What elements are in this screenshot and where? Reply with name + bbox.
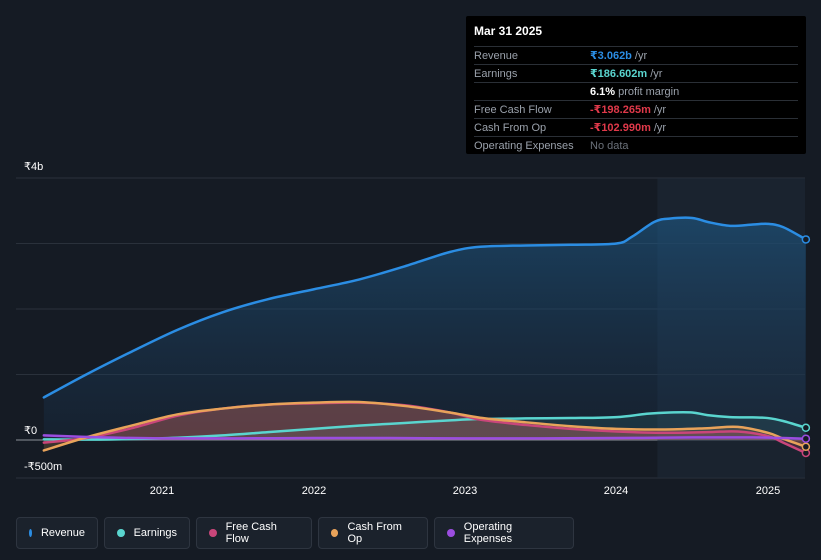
earnings-line [42,410,808,441]
tooltip-label: Operating Expenses [474,139,574,152]
operating-expenses-line [42,434,808,440]
tooltip-row-revenue: Revenue ₹3.062b /yr [474,46,798,64]
tooltip-value: ₹186.602m [590,68,648,80]
earnings-end-point [801,423,811,433]
tooltip-row-operating-expenses: Operating Expenses No data [474,136,798,154]
x-tick-label-2024: 2024 [603,485,629,497]
legend-label: Free Cash Flow [225,521,277,545]
legend-label: Earnings [133,527,177,539]
tooltip-label: Earnings [474,67,518,80]
revenue-line [42,216,808,399]
legend-item-revenue[interactable]: Revenue [16,517,98,549]
legend-dot-icon [29,529,32,537]
revenue-end-point [801,235,811,244]
tooltip-value: ₹3.062b [590,50,632,62]
legend-dot-icon [447,529,455,537]
legend-dot-icon [331,529,339,537]
earnings-area [43,412,806,440]
tooltip-unit: profit margin [618,85,680,98]
tooltip-unit: /yr [634,49,648,62]
x-tick-label-2021: 2021 [149,485,175,497]
tooltip-label: Revenue [474,49,519,62]
legend-label: Revenue [40,527,85,539]
tooltip-row-cash-from-op: Cash From Op -₹102.990m /yr [474,118,798,136]
tooltip-row-profit-margin: 6.1% profit margin [474,82,798,100]
tooltip-unit: /yr [653,103,667,116]
tooltip-row-free-cash-flow: Free Cash Flow -₹198.265m /yr [474,100,798,118]
legend-item-earnings[interactable]: Earnings [104,517,190,549]
tooltip-label: Cash From Op [474,121,547,134]
tooltip-row-earnings: Earnings ₹186.602m /yr [474,64,798,82]
free-cash-flow-area [43,402,806,453]
tooltip-label: Free Cash Flow [474,103,552,116]
legend-item-operating-expenses[interactable]: Operating Expenses [434,517,574,549]
x-tick-label-2025: 2025 [755,485,781,497]
tooltip-value: -₹102.990m [590,122,651,134]
legend-dot-icon [209,529,217,537]
tooltip-date: Mar 31 2025 [474,24,543,38]
tooltip-value: No data [590,139,629,152]
tooltip-value: 6.1% [590,85,616,98]
legend-item-free-cash-flow[interactable]: Free Cash Flow [196,517,312,549]
x-tick-label-2023: 2023 [452,485,478,497]
legend-label: Operating Expenses [463,521,513,545]
data-tooltip: Mar 31 2025 Revenue ₹3.062b /yr Earnings… [466,16,806,154]
cash-from-op-line [42,400,808,452]
y-tick-label-zero: ₹0 [24,425,38,437]
x-tick-label-2022: 2022 [301,485,327,497]
operating-expenses-end-point [801,434,811,443]
cash-from-op-end-point [801,442,811,451]
tooltip-value: -₹198.265m [590,104,651,116]
legend-item-cash-from-op[interactable]: Cash From Op [318,517,428,549]
revenue-area [43,217,806,440]
tooltip-unit: /yr [650,67,663,80]
legend-dot-icon [117,529,125,537]
tooltip-unit: /yr [653,121,667,134]
y-tick-label-bottom: -₹500m [24,461,63,473]
chart-legend: Revenue Earnings Free Cash Flow Cash Fro… [16,517,574,549]
y-tick-label-top: ₹4b [24,161,44,173]
legend-label: Cash From Op [347,521,402,545]
